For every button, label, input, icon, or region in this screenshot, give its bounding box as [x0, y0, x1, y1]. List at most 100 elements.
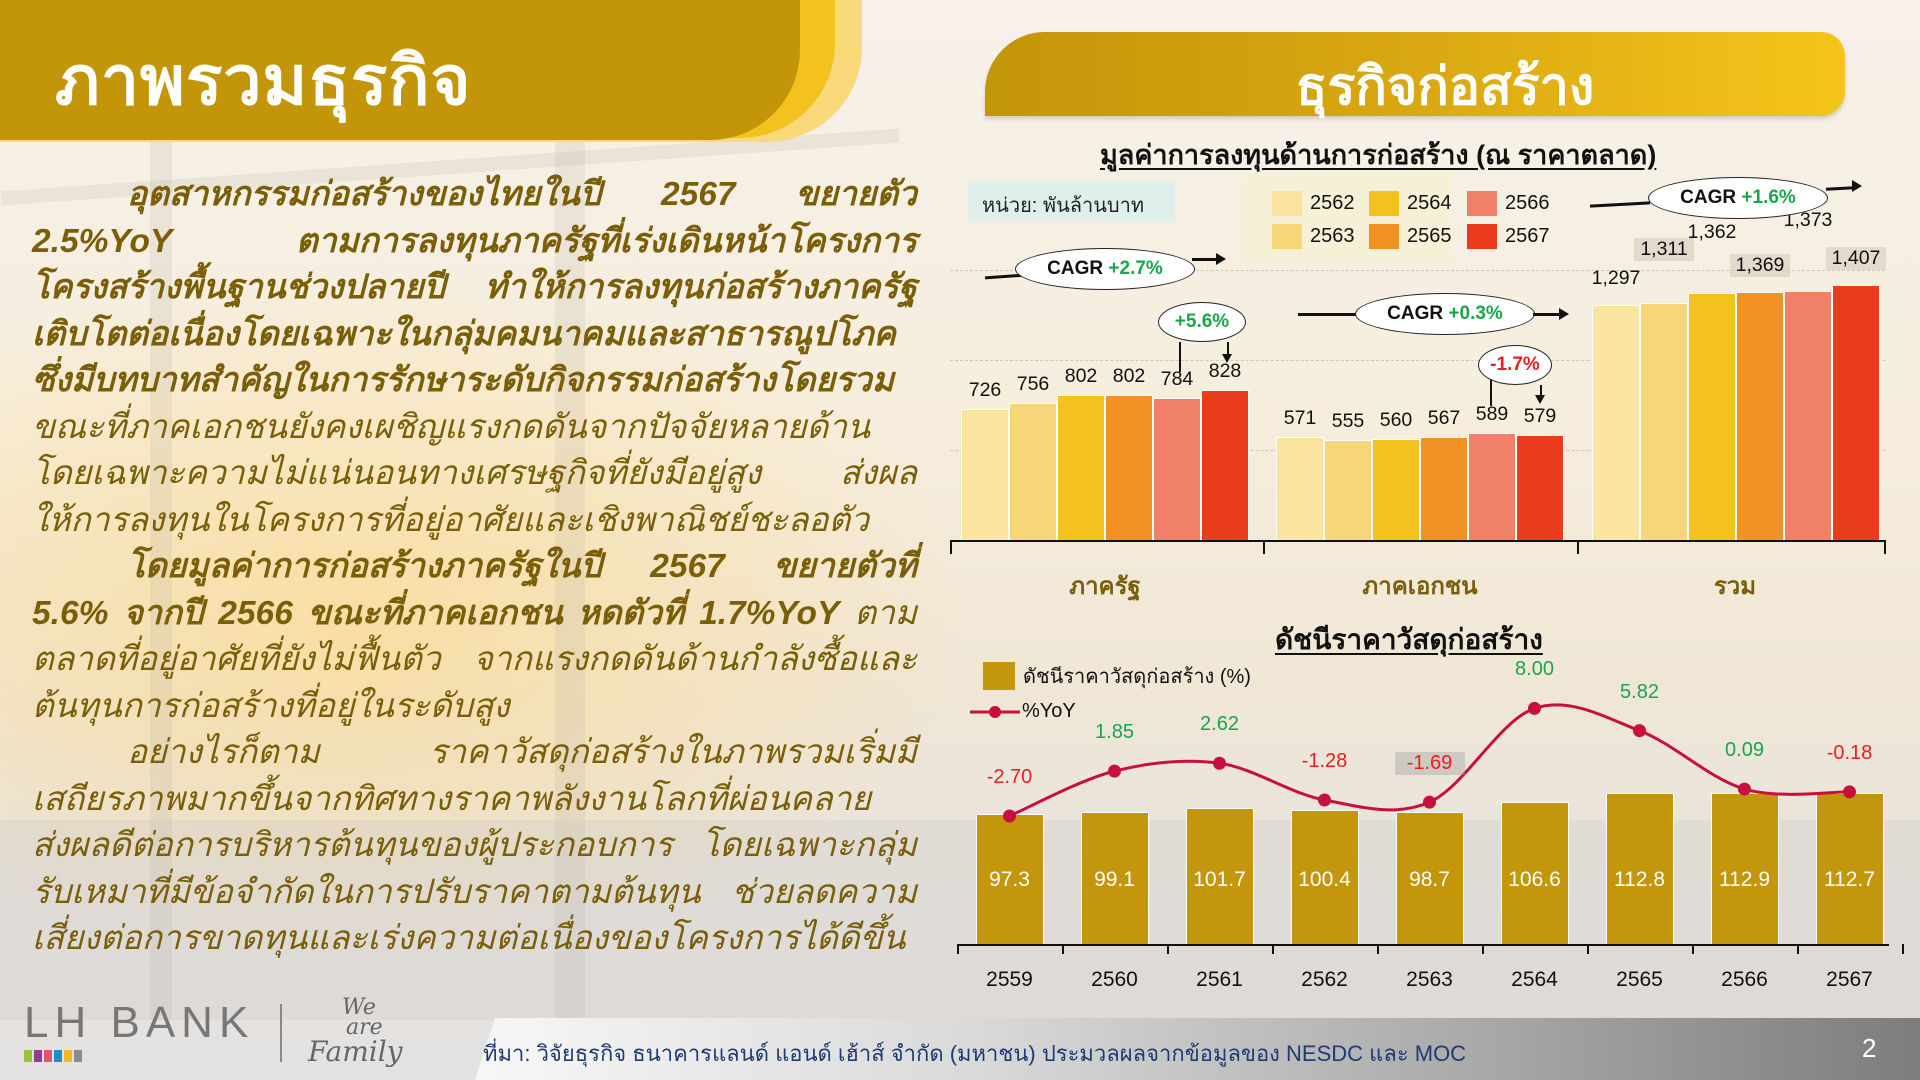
yoy-marker — [1843, 785, 1856, 799]
yoy-value-label: 0.09 — [1725, 739, 1764, 762]
legend-item-2565: 2565 — [1369, 224, 1452, 249]
lh-bank-logo: LH BANK — [24, 998, 255, 1047]
x-axis — [957, 944, 1889, 946]
index-bar-2561 — [1185, 808, 1254, 944]
index-value-label: 101.7 — [1193, 868, 1246, 891]
yoy-value-label: -1.28 — [1301, 750, 1348, 772]
axis-tick — [950, 540, 952, 554]
logo-bar — [24, 1050, 32, 1062]
footer-band — [475, 1018, 1920, 1080]
cagr-value: +1.6% — [1741, 187, 1796, 208]
category-label-public: ภาครัฐ — [1069, 573, 1141, 600]
summary-p3: อย่างไรก็ตาม ราคาวัสดุก่อสร้างในภาพรวมเร… — [32, 734, 917, 957]
index-bar-2562 — [1290, 809, 1359, 944]
bar-2567 — [1201, 390, 1249, 540]
bar-value-label: 726 — [968, 378, 1002, 401]
index-value-label: 98.7 — [1409, 868, 1450, 891]
cagr-arrow-line — [1533, 313, 1561, 316]
bar-2562 — [1592, 305, 1640, 540]
page-number: 2 — [1862, 1033, 1877, 1063]
x-axis — [950, 540, 1885, 542]
logo-bar — [74, 1050, 82, 1062]
index-value-label: 99.1 — [1094, 868, 1135, 891]
yoy-marker — [1738, 782, 1751, 796]
bar-2563 — [1009, 403, 1057, 540]
legend-label: 2564 — [1407, 192, 1452, 214]
category-label-private: ภาคเอกชน — [1362, 573, 1478, 600]
yoy-value-label: 8.00 — [1515, 658, 1554, 681]
yoy-marker — [1003, 809, 1016, 823]
index-value-label: 106.6 — [1508, 868, 1561, 891]
axis-tick — [957, 944, 959, 954]
yoy-badge-public: +5.6% — [1158, 302, 1246, 342]
bar-2563 — [1324, 439, 1372, 540]
cagr-label: CAGR — [1387, 303, 1444, 324]
legend-swatch — [1272, 224, 1302, 249]
index-bar-2565 — [1605, 793, 1674, 944]
legend-swatch — [1369, 224, 1399, 249]
summary-p1-bold: อุตสาหกรรมก่อสร้างของไทยในปี 2567 ขยายตั… — [32, 176, 917, 399]
logo-color-bars — [24, 1050, 84, 1062]
tagline-are: are — [346, 1015, 383, 1040]
index-bar-2567 — [1815, 793, 1884, 944]
legend-label: ดัชนีราคาวัสดุก่อสร้าง (%) — [1023, 666, 1251, 688]
axis-tick — [1377, 944, 1379, 954]
legend-item-2563: 2563 — [1272, 224, 1355, 249]
bar-2565 — [1736, 292, 1784, 540]
bar-value-label: 1,311 — [1634, 237, 1694, 261]
index-bar-2564 — [1500, 801, 1569, 944]
material-index-chart-title: ดัชนีราคาวัสดุก่อสร้าง — [1275, 624, 1543, 655]
summary-text: อุตสาหกรรมก่อสร้างของไทยในปี 2567 ขยายตั… — [32, 172, 917, 963]
yoy-value-label: -2.70 — [986, 766, 1033, 788]
bar-2564 — [1688, 293, 1736, 540]
legend-item-yoy: %YoY — [970, 700, 1076, 723]
x-axis-label: 2561 — [1196, 968, 1243, 991]
arrow-down-icon — [1222, 354, 1232, 363]
x-axis-label: 2564 — [1511, 968, 1558, 991]
index-bar-2560 — [1080, 811, 1149, 944]
cagr-badge-public: CAGR +2.7% — [1015, 248, 1195, 290]
legend-item-2562: 2562 — [1272, 191, 1355, 216]
axis-tick — [1902, 944, 1904, 954]
index-value-label: 112.9 — [1719, 868, 1770, 891]
legend-item-2566: 2566 — [1467, 191, 1550, 216]
yoy-value: -1.7% — [1490, 354, 1540, 375]
cagr-value: +0.3% — [1448, 303, 1503, 324]
subsection-title: ธุรกิจก่อสร้าง — [1295, 58, 1595, 116]
axis-tick — [1884, 540, 1886, 554]
legend-label: %YoY — [1022, 700, 1076, 722]
bar-2565 — [1420, 437, 1468, 540]
legend-swatch — [1467, 224, 1497, 249]
cagr-arrow-line — [1298, 313, 1358, 316]
bar-2566 — [1153, 398, 1201, 540]
axis-tick — [1577, 540, 1579, 554]
bar-value-label: 560 — [1379, 408, 1413, 431]
bar-2567 — [1832, 285, 1880, 540]
x-axis-label: 2560 — [1091, 968, 1138, 991]
yoy-value: +5.6% — [1174, 311, 1230, 332]
cagr-value: +2.7% — [1108, 258, 1163, 279]
index-bar-2559 — [975, 814, 1044, 944]
bar-2562 — [1276, 436, 1324, 540]
bar-value-label: 828 — [1208, 360, 1242, 383]
arrow-head-icon — [1559, 308, 1569, 320]
bar-2564 — [1057, 394, 1105, 540]
unit-label: หน่วย: พันล้านบาท — [968, 181, 1175, 221]
axis-tick — [1797, 944, 1799, 954]
bar-value-label: 784 — [1160, 368, 1194, 391]
axis-tick — [1272, 944, 1274, 954]
page-title: ภาพรวมธุรกิจ — [55, 43, 472, 119]
bg-crane-mast — [555, 120, 585, 1020]
yoy-value-label: 2.62 — [1200, 713, 1239, 736]
yoy-marker — [1633, 724, 1646, 738]
index-value-label: 112.8 — [1614, 868, 1665, 891]
yoy-connector — [1227, 342, 1229, 356]
arrow-head-icon — [1852, 180, 1862, 192]
legend-swatch — [983, 662, 1015, 690]
investment-chart-title: มูลค่าการลงทุนด้านการก่อสร้าง (ณ ราคาตลา… — [1100, 140, 1657, 170]
bar-value-label: 1,297 — [1591, 267, 1641, 290]
bar-2562 — [961, 408, 1009, 540]
legend-item-2564: 2564 — [1369, 191, 1452, 216]
bar-value-label: 802 — [1112, 364, 1146, 387]
yoy-marker — [1108, 764, 1121, 778]
